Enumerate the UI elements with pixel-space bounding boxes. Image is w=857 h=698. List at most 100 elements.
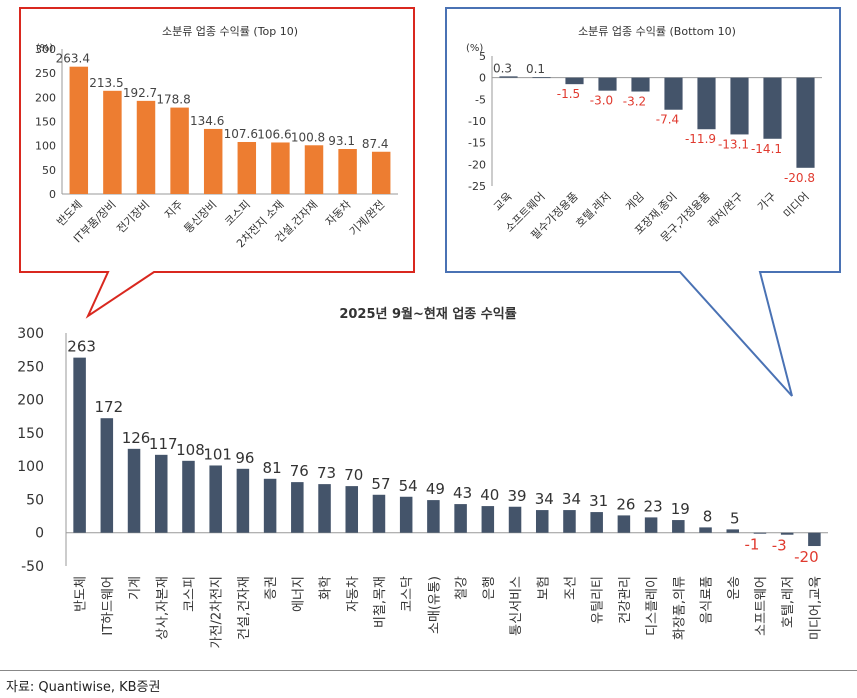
bottom10-value-label: -13.1 [718,137,749,151]
top10-bar [136,100,156,194]
main-category-label: 음식료품 [700,576,715,624]
bottom10-bar [499,76,518,78]
main-value-label: 172 [95,398,124,416]
main-bar [182,460,195,533]
bottom10-category-label: 호텔,레저 [573,190,613,230]
bottom10-category-label: 가구 [755,190,779,214]
top10-value-label: 93.1 [328,134,355,148]
main-category-label: 미디어,교육 [808,576,823,640]
bottom10-ytick: -10 [468,115,486,128]
main-bar [699,527,712,533]
top10-ytick: 50 [42,164,56,177]
bottom10-ytick: 0 [479,72,486,85]
main-value-label: 39 [507,487,526,505]
bottom10-bar [697,77,716,130]
bottom-divider [0,670,857,671]
top10-value-label: 178.8 [156,93,190,107]
bottom10-value-label: -3.0 [590,94,613,108]
bottom10-value-label: -7.4 [656,113,679,127]
main-bar [236,468,250,533]
main-bar [454,504,467,533]
main-bar [73,357,86,533]
main-value-label: 76 [290,462,309,480]
bottom10-value-label: -3.2 [623,95,646,109]
top10-bar [103,90,122,194]
main-bar [726,529,740,533]
top10-ytick: 150 [35,116,56,129]
main-bar [780,532,794,535]
main-ytick: 0 [35,526,44,542]
bottom10-ytick: -15 [468,137,486,150]
bottom10-bar [598,77,617,91]
main-bar [753,532,767,534]
main-category-label: 운송 [727,576,742,600]
main-bar [291,482,304,533]
bottom10-ytick: 5 [479,50,486,63]
main-category-label: 화학 [319,576,334,600]
main-category-label: IT하드웨어 [101,576,116,636]
top10-ytick: 100 [35,140,56,153]
main-category-label: 코스닥 [400,576,415,612]
main-category-label: 디스플레이 [645,576,660,636]
top10-value-label: 213.5 [89,76,123,90]
top10-bar [69,66,89,194]
main-ytick: 250 [17,359,44,375]
bottom10-ylabel: (%) [466,43,483,54]
top10-ytick: 250 [35,67,56,80]
main-value-label: 126 [122,429,151,447]
main-value-label: 101 [203,445,232,463]
main-bar [563,510,576,533]
main-value-label: 19 [671,500,690,518]
main-category-label: 자동차 [346,576,361,612]
top10-ytick: 300 [35,43,56,56]
main-value-label: 23 [644,497,663,515]
main-value-label: 57 [371,475,390,493]
main-category-label: 건설,건자재 [237,576,252,640]
main-bar [617,515,631,533]
main-value-label: 263 [67,338,96,356]
main-category-label: 에너지 [291,576,306,612]
top10-value-label: 107.6 [224,127,258,141]
main-value-label: 34 [535,490,554,508]
main-value-label: 40 [480,486,499,504]
bottom10-value-label: 0.1 [526,62,545,76]
main-bar [644,517,658,533]
main-category-label: 철강 [455,576,470,600]
main-category-label: 은행 [481,576,497,600]
bottom10-bar [796,77,815,168]
main-value-label: -3 [772,537,787,555]
main-category-label: 소프트웨어 [754,576,769,636]
main-value-label: 49 [426,480,445,498]
top10-callout-frame [19,7,415,319]
source-note: 자료: Quantiwise, KB증권 [6,680,161,695]
bottom10-bar [730,77,749,135]
main-bar [127,448,141,533]
top10-value-label: 134.6 [190,114,224,128]
top10-value-label: 192.7 [123,86,157,100]
main-value-label: 5 [730,509,740,527]
main-bar [154,454,168,533]
main-value-label: 26 [616,495,635,513]
main-ytick: -50 [21,559,44,575]
top10-bar [237,141,257,194]
main-category-label: 건강관리 [618,576,633,624]
main-category-label: 비철,목재 [373,576,388,628]
main-ytick: 50 [26,492,44,508]
bottom10-category-label: 미디어 [781,190,812,221]
main-bar [590,512,603,533]
bottom10-value-label: -1.5 [557,87,580,101]
top10-category-label: 지주 [162,198,186,222]
bottom10-ytick: -20 [468,158,486,171]
bottom10-ytick: -25 [468,180,486,193]
main-category-label: 상사,자본재 [155,576,170,640]
main-value-label: -1 [744,535,759,553]
bottom10-bar [664,77,683,110]
bottom10-bar [532,77,551,79]
bottom10-bar [565,77,584,85]
main-value-label: 70 [344,466,363,484]
main-category-label: 호텔,레저 [781,576,796,628]
main-value-label: 54 [399,477,418,495]
main-value-label: 96 [235,449,254,467]
top10-bar [203,128,223,194]
main-bar [100,418,114,533]
